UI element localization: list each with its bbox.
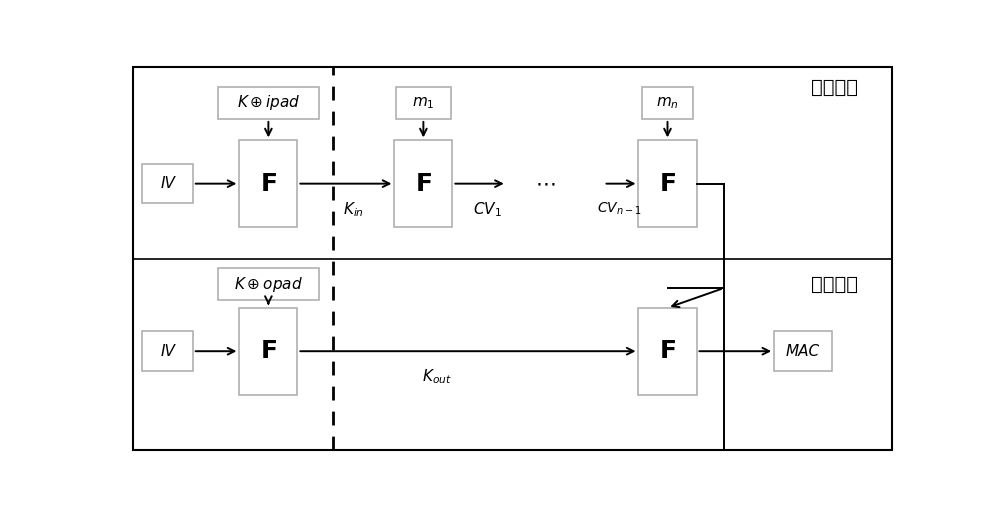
Text: 外层哈希: 外层哈希: [811, 274, 858, 294]
Text: $\mathbf{F}$: $\mathbf{F}$: [260, 339, 277, 363]
Text: $CV_{n-1}$: $CV_{n-1}$: [597, 201, 641, 218]
Text: $CV_1$: $CV_1$: [473, 200, 502, 219]
Bar: [142, 331, 193, 371]
Bar: [642, 87, 693, 119]
Text: $m_1$: $m_1$: [412, 95, 435, 111]
Text: IV: IV: [160, 344, 175, 359]
Bar: [774, 331, 832, 371]
Bar: [638, 140, 697, 227]
Bar: [396, 87, 450, 119]
Text: $\mathbf{F}$: $\mathbf{F}$: [260, 172, 277, 196]
Bar: [394, 140, 452, 227]
Bar: [638, 308, 697, 395]
Bar: [239, 140, 297, 227]
Text: 内层哈希: 内层哈希: [811, 77, 858, 97]
Text: MAC: MAC: [786, 344, 820, 359]
Bar: [239, 308, 297, 395]
Bar: [218, 87, 319, 119]
Text: $\mathbf{F}$: $\mathbf{F}$: [659, 339, 676, 363]
Text: $\mathbf{F}$: $\mathbf{F}$: [415, 172, 432, 196]
Text: $K_{out}$: $K_{out}$: [422, 368, 452, 386]
Text: $\cdots$: $\cdots$: [535, 174, 556, 194]
Text: $K\oplus opad$: $K\oplus opad$: [234, 274, 303, 294]
Text: $K_{in}$: $K_{in}$: [343, 200, 364, 219]
Text: IV: IV: [160, 176, 175, 191]
Text: $m_n$: $m_n$: [656, 95, 679, 111]
Text: $\mathbf{F}$: $\mathbf{F}$: [659, 172, 676, 196]
Bar: [142, 164, 193, 203]
Bar: [218, 268, 319, 301]
Text: $K\oplus ipad$: $K\oplus ipad$: [237, 93, 300, 112]
